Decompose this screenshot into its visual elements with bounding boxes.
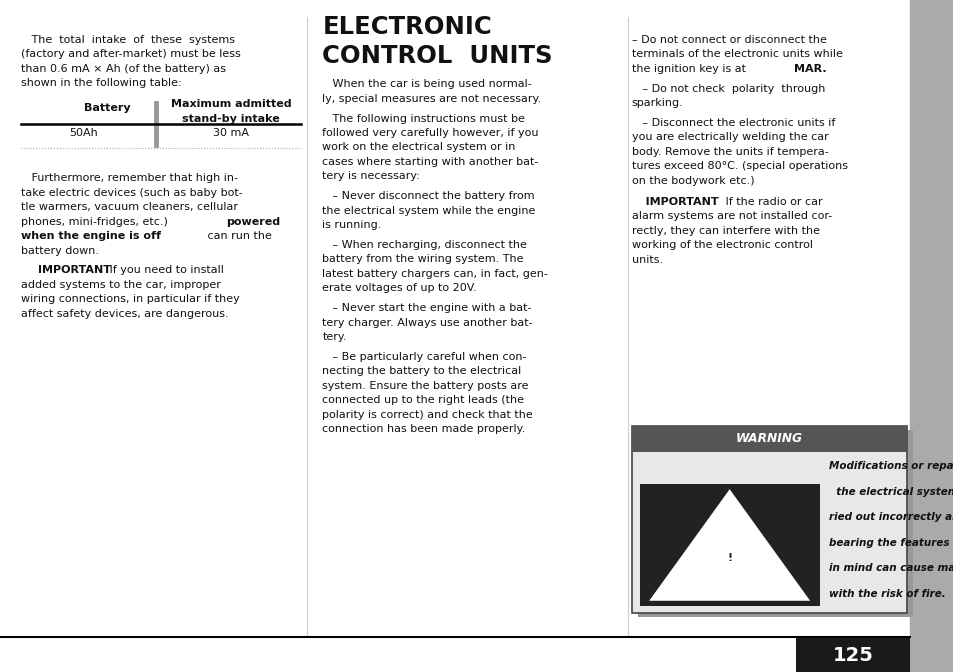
Text: tures exceed 80°C. (special operations: tures exceed 80°C. (special operations — [631, 161, 846, 171]
Text: cases where starting with another bat-: cases where starting with another bat- — [322, 157, 538, 167]
Text: body. Remove the units if tempera-: body. Remove the units if tempera- — [631, 146, 827, 157]
Bar — [631, 426, 905, 613]
Text: latest battery chargers can, in fact, gen-: latest battery chargers can, in fact, ge… — [322, 269, 548, 279]
Text: connection has been made properly.: connection has been made properly. — [322, 424, 525, 434]
Text: battery from the wiring system. The: battery from the wiring system. The — [322, 254, 523, 264]
Text: Furthermore, remember that high in-: Furthermore, remember that high in- — [21, 173, 237, 183]
Text: 125: 125 — [832, 646, 872, 665]
Text: followed very carefully however, if you: followed very carefully however, if you — [322, 128, 538, 138]
Text: necting the battery to the electrical: necting the battery to the electrical — [322, 366, 521, 376]
Text: is running.: is running. — [322, 220, 381, 230]
Text: take electric devices (such as baby bot-: take electric devices (such as baby bot- — [21, 187, 242, 198]
Text: If the radio or car: If the radio or car — [721, 197, 821, 207]
Text: The  total  intake  of  these  systems: The total intake of these systems — [21, 35, 234, 45]
Text: you are electrically welding the car: you are electrically welding the car — [631, 132, 827, 142]
Text: !: ! — [726, 553, 732, 563]
Bar — [639, 484, 819, 606]
Text: ly, special measures are not necessary.: ly, special measures are not necessary. — [322, 93, 541, 103]
Text: added systems to the car, improper: added systems to the car, improper — [21, 280, 221, 290]
Text: erate voltages of up to 20V.: erate voltages of up to 20V. — [322, 283, 476, 293]
Text: WARNING: WARNING — [735, 432, 802, 446]
Text: stand-by intake: stand-by intake — [182, 114, 279, 124]
Text: ELECTRONIC: ELECTRONIC — [322, 15, 492, 39]
Text: – Do not check  polarity  through: – Do not check polarity through — [631, 84, 824, 93]
Text: IMPORTANT: IMPORTANT — [634, 197, 719, 207]
Text: – Never start the engine with a bat-: – Never start the engine with a bat- — [322, 303, 532, 313]
Text: sparking.: sparking. — [631, 98, 682, 108]
Text: Battery: Battery — [84, 103, 131, 114]
Text: CONTROL  UNITS: CONTROL UNITS — [322, 44, 553, 68]
Text: work on the electrical system or in: work on the electrical system or in — [322, 142, 516, 153]
Text: can run the: can run the — [204, 231, 272, 241]
Text: – Do not connect or disconnect the: – Do not connect or disconnect the — [631, 35, 825, 45]
Text: when the engine is off: when the engine is off — [21, 231, 161, 241]
Text: (factory and after-market) must be less: (factory and after-market) must be less — [21, 50, 240, 59]
Text: affect safety devices, are dangerous.: affect safety devices, are dangerous. — [21, 308, 229, 319]
Bar — [795, 638, 909, 672]
Bar — [909, 0, 953, 672]
Text: rectly, they can interfere with the: rectly, they can interfere with the — [631, 226, 819, 236]
Text: shown in the following table:: shown in the following table: — [21, 79, 181, 88]
Text: system. Ensure the battery posts are: system. Ensure the battery posts are — [322, 380, 528, 390]
Text: phones, mini-fridges, etc.): phones, mini-fridges, etc.) — [21, 216, 172, 226]
Text: bearing the features of the system: bearing the features of the system — [828, 538, 953, 548]
Text: – Never disconnect the battery from: – Never disconnect the battery from — [322, 191, 535, 201]
Text: tery is necessary:: tery is necessary: — [322, 171, 420, 181]
Text: 50Ah: 50Ah — [70, 128, 98, 138]
Text: – Be particularly careful when con-: – Be particularly careful when con- — [322, 351, 526, 362]
Text: 30 mA: 30 mA — [213, 128, 249, 138]
Text: on the bodywork etc.): on the bodywork etc.) — [631, 175, 754, 185]
Text: powered: powered — [226, 216, 280, 226]
Bar — [637, 430, 911, 617]
Bar — [631, 426, 905, 452]
Text: alarm systems are not installed cor-: alarm systems are not installed cor- — [631, 211, 831, 221]
Text: the ignition key is at: the ignition key is at — [631, 64, 748, 74]
Text: – When recharging, disconnect the: – When recharging, disconnect the — [322, 240, 527, 250]
Text: Maximum admitted: Maximum admitted — [171, 99, 291, 110]
Polygon shape — [648, 489, 809, 601]
Text: ried out incorrectly and without: ried out incorrectly and without — [828, 512, 953, 522]
Text: The following instructions must be: The following instructions must be — [322, 114, 525, 124]
Text: – Disconnect the electronic units if: – Disconnect the electronic units if — [631, 118, 834, 128]
Text: MAR.: MAR. — [793, 64, 825, 74]
Text: polarity is correct) and check that the: polarity is correct) and check that the — [322, 409, 533, 419]
Text: than 0.6 mA × Ah (of the battery) as: than 0.6 mA × Ah (of the battery) as — [21, 64, 226, 74]
Text: battery down.: battery down. — [21, 245, 99, 255]
Text: the electrical system while the engine: the electrical system while the engine — [322, 206, 536, 216]
Text: connected up to the right leads (the: connected up to the right leads (the — [322, 395, 524, 405]
Text: wiring connections, in particular if they: wiring connections, in particular if the… — [21, 294, 239, 304]
Text: tery.: tery. — [322, 332, 347, 342]
Text: terminals of the electronic units while: terminals of the electronic units while — [631, 50, 841, 59]
Text: units.: units. — [631, 255, 662, 265]
Text: working of the electronic control: working of the electronic control — [631, 240, 812, 250]
Text: IMPORTANT: IMPORTANT — [38, 265, 112, 276]
Text: When the car is being used normal-: When the car is being used normal- — [322, 79, 532, 89]
Text: tle warmers, vacuum cleaners, cellular: tle warmers, vacuum cleaners, cellular — [21, 202, 237, 212]
Text: with the risk of fire.: with the risk of fire. — [828, 589, 945, 599]
Text: in mind can cause malfunctions: in mind can cause malfunctions — [828, 563, 953, 573]
Text: tery charger. Always use another bat-: tery charger. Always use another bat- — [322, 317, 533, 327]
Text: If you need to install: If you need to install — [106, 265, 224, 276]
Text: Modifications or repairs to: Modifications or repairs to — [828, 461, 953, 471]
Text: the electrical system car-: the electrical system car- — [828, 487, 953, 497]
